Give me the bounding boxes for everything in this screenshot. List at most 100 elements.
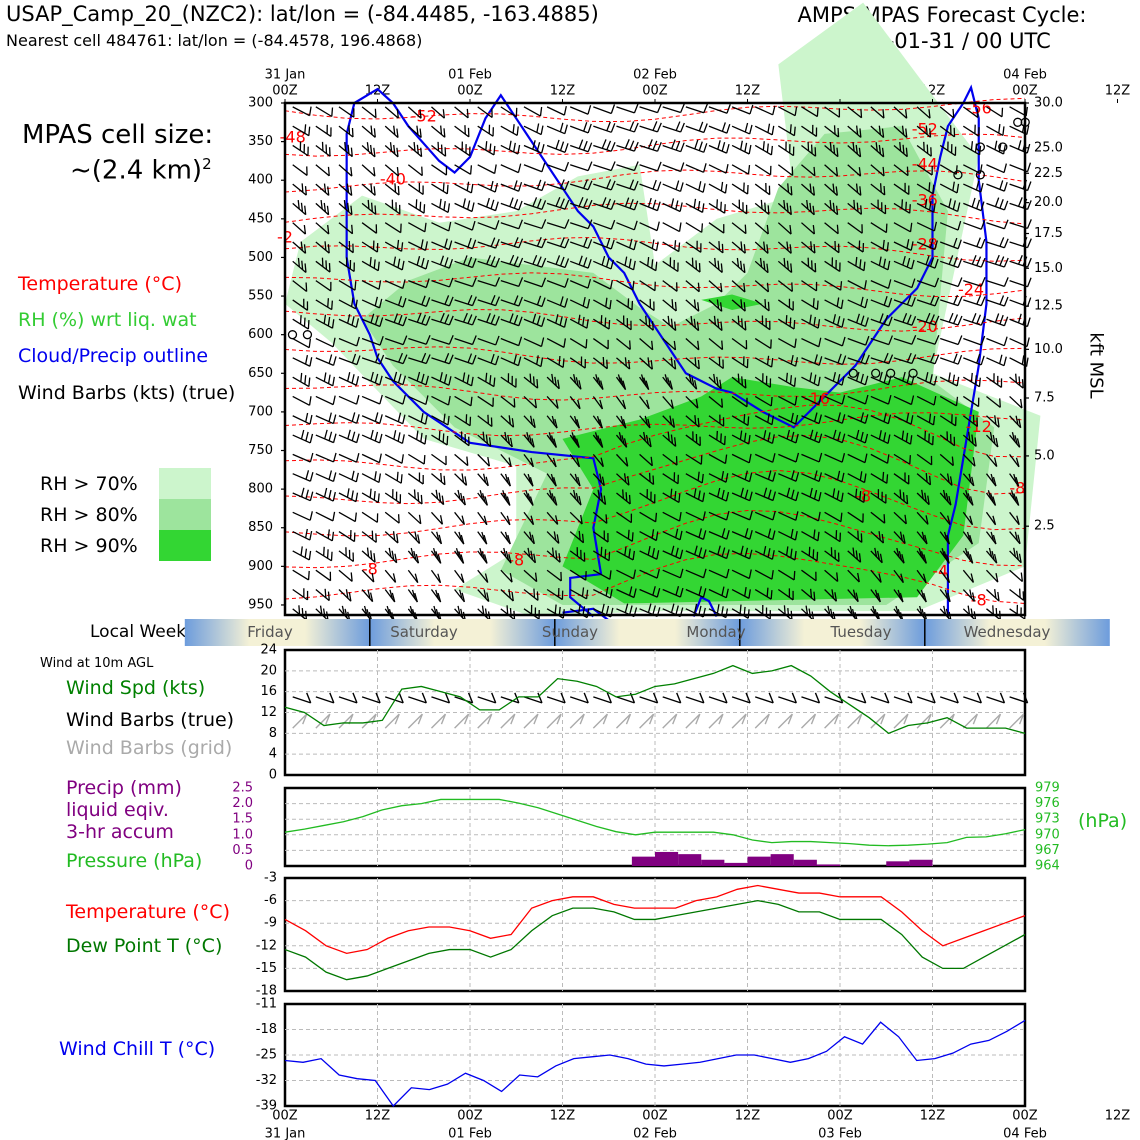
wind-barb-grid-flag xyxy=(487,713,493,725)
wind-barb-flag xyxy=(928,182,931,192)
wind-barb xyxy=(962,473,975,487)
wind-barb-flag xyxy=(564,238,570,249)
wind-barb-grid xyxy=(338,713,354,729)
wind-barb-flag xyxy=(575,492,579,503)
wind-barb-grid-flag xyxy=(579,713,585,725)
wind-barb-flag xyxy=(419,201,422,211)
wind-barb-flag xyxy=(393,313,399,323)
wind-barb-flag xyxy=(600,315,603,325)
wind-barb-flag xyxy=(702,492,706,502)
wind-barb-flag xyxy=(604,549,607,559)
wind-barb-flag xyxy=(860,412,865,422)
wind-barb-flag xyxy=(536,237,542,247)
wind-barb-flag xyxy=(748,569,752,579)
wind-barb xyxy=(963,222,982,230)
wind-barb-flag xyxy=(918,547,923,558)
wind-barb xyxy=(1009,589,1025,601)
wind-barb-flag xyxy=(744,142,748,152)
kft-tick-label: 17.5 xyxy=(1034,226,1063,241)
wind-barb-flag xyxy=(1026,219,1032,229)
wind-barb-flag xyxy=(786,241,789,251)
wind-barb xyxy=(639,473,654,486)
wind-barb-flag xyxy=(599,399,604,410)
wind-barb-flag xyxy=(327,298,330,308)
wind-barb-flag xyxy=(878,430,882,440)
wind-barb xyxy=(569,588,587,600)
wind-barb-true-flag xyxy=(768,692,774,704)
wind-barb xyxy=(778,511,797,521)
wind-barb-flag xyxy=(396,239,400,250)
wind-barb xyxy=(731,106,751,115)
wind-barb-flag xyxy=(413,489,416,499)
wind-barb xyxy=(662,569,681,579)
wind-barb-flag xyxy=(377,261,380,271)
wind-barb-flag xyxy=(396,166,399,177)
wind-barb-flag xyxy=(795,414,799,425)
wind-barb-flag xyxy=(625,492,628,502)
wind-barb xyxy=(569,106,589,115)
wind-barb xyxy=(777,280,793,292)
wind-barb xyxy=(685,434,701,447)
wind-barb-flag xyxy=(1017,197,1023,207)
wind-barb-flag xyxy=(813,244,816,254)
wind-barb xyxy=(870,589,881,603)
wind-barb-flag xyxy=(602,356,605,367)
wind-barb-flag xyxy=(836,572,839,582)
wind-barb-flag xyxy=(932,184,935,194)
wind-barb-flag xyxy=(467,314,473,324)
wind-barb-flag xyxy=(479,547,483,558)
wind-barb-flag xyxy=(929,314,935,324)
wind-barb xyxy=(801,337,820,348)
wind-barb-flag xyxy=(518,200,523,211)
wind-barb-flag xyxy=(840,492,844,502)
wind-barb-flag xyxy=(863,261,866,271)
wind-barb-flag xyxy=(739,140,743,150)
wind-barb-flag xyxy=(394,553,398,563)
wind-barb-flag xyxy=(812,298,815,308)
wind-barb-flag xyxy=(698,586,703,596)
wind-barb xyxy=(292,125,310,137)
wind-barb-flag xyxy=(629,340,631,350)
wind-barb-flag xyxy=(448,240,453,250)
wind-barb-flag xyxy=(726,143,730,154)
wind-barb-flag xyxy=(789,225,792,235)
wind-barb-flag xyxy=(955,165,958,175)
wind-barb-flag xyxy=(763,260,766,270)
wind-barb-flag xyxy=(344,141,347,152)
wind-barb xyxy=(315,106,333,118)
wind-barb xyxy=(662,125,681,133)
wind-barb-flag xyxy=(331,300,333,310)
wind-barb-flag xyxy=(304,528,308,539)
wind-barb-flag xyxy=(536,198,542,209)
wind-barb-flag xyxy=(648,437,652,448)
wind-barb-flag xyxy=(332,395,336,405)
wind-barb-flag xyxy=(974,437,977,447)
wind-barb xyxy=(662,415,675,428)
wind-barb-grid xyxy=(985,713,1001,729)
wind-barb xyxy=(639,164,658,172)
wind-barb-flag xyxy=(509,573,513,583)
wind-barb-flag xyxy=(888,335,893,345)
cloud-outline-small xyxy=(692,595,718,618)
temp-contour-label: -8 xyxy=(971,591,987,610)
wind-barb xyxy=(893,395,912,406)
wind-barb-flag xyxy=(486,197,490,208)
wind-barb-flag xyxy=(531,534,535,544)
wind-barb-flag xyxy=(995,572,999,583)
wind-barb xyxy=(523,395,537,409)
temp-contour-label: -40 xyxy=(380,170,406,189)
wind-barb-flag xyxy=(439,312,445,323)
wind-barb-flag xyxy=(906,239,910,249)
wind-barb-flag xyxy=(878,573,882,583)
wind-barb-flag xyxy=(1010,490,1015,500)
wind-barb-grid xyxy=(939,713,955,729)
wind-barb-flag xyxy=(836,297,840,307)
wind-barb-flag xyxy=(379,335,384,346)
wind-barb-flag xyxy=(558,355,561,366)
wind-barb xyxy=(731,569,750,580)
wind-barb-flag xyxy=(1003,316,1009,326)
wind-barb-flag xyxy=(599,380,604,390)
wind-barb xyxy=(639,222,658,232)
wind-barb-true xyxy=(824,696,843,704)
wind-barb-flag xyxy=(833,144,836,154)
